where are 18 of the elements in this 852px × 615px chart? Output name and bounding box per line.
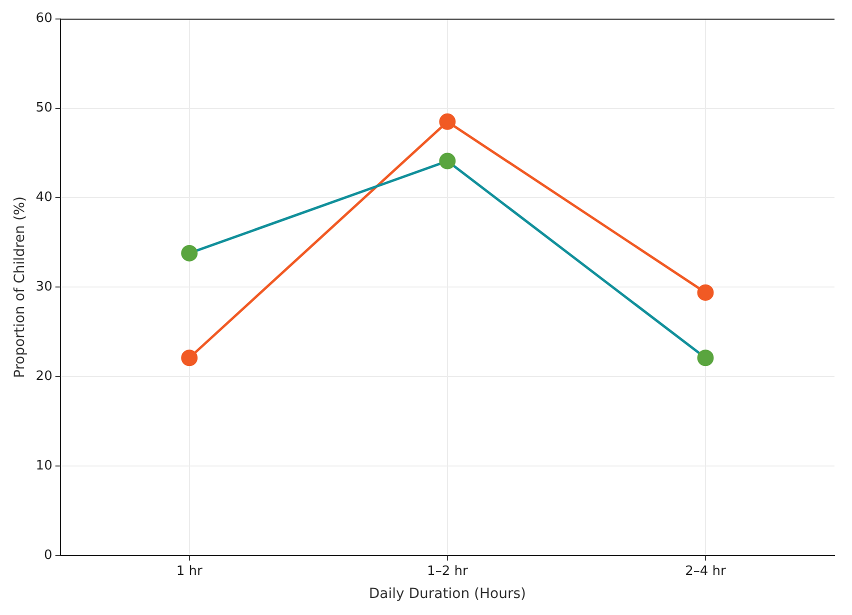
y-tick-label: 60 [36,11,52,26]
x-tick-label: 2–4 hr [685,564,727,579]
point [181,244,198,262]
x-tick-label: 1–2 hr [427,564,468,579]
point [181,350,198,366]
y-tick-label: 0 [44,548,52,563]
point [697,350,714,366]
x-axis-title: Daily Duration (Hours) [368,586,526,602]
y-tick-label: 30 [36,280,52,295]
point [697,284,714,301]
y-tick-label: 10 [36,458,52,474]
y-axis-title: Proportion of Children (%) [12,196,28,378]
point [439,113,456,130]
x-tick-label: 1 hr [176,564,204,579]
point [439,152,456,170]
y-tick-label: 50 [36,100,52,116]
y-tick-label: 20 [36,369,52,384]
y-tick-label: 40 [36,190,52,206]
